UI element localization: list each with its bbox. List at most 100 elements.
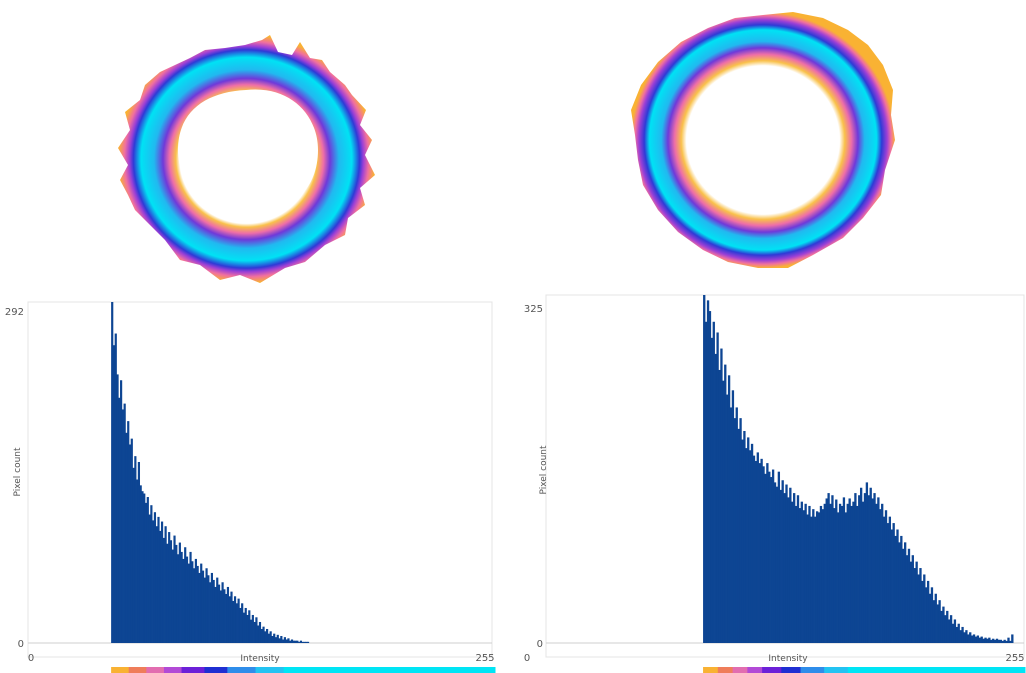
histogram-bar <box>205 568 208 643</box>
histogram-bar <box>159 530 162 643</box>
histogram-bar <box>949 615 953 643</box>
histogram-bar <box>233 596 237 643</box>
histogram-bar <box>904 542 907 643</box>
histogram-bar <box>995 638 999 643</box>
histogram-bar <box>266 628 269 643</box>
histogram-bar <box>264 631 267 643</box>
histogram-bar <box>185 556 189 643</box>
histogram-bar <box>267 633 270 643</box>
histogram-bar <box>731 390 735 643</box>
legend-color-swatch <box>181 667 205 673</box>
histogram-bar <box>909 561 913 643</box>
histogram-bar <box>225 593 228 643</box>
legend-color-swatch <box>163 667 183 673</box>
histogram-bar <box>823 503 826 643</box>
histogram-bar <box>919 568 922 643</box>
histogram-bar <box>735 407 738 643</box>
histogram-bar <box>978 637 981 643</box>
histogram-bar <box>940 610 943 643</box>
histogram-bar <box>771 469 775 643</box>
histogram-bar <box>892 523 895 643</box>
histogram-bar <box>298 641 301 643</box>
histogram-bar <box>248 610 251 643</box>
legend-color-swatch <box>800 667 825 673</box>
histogram-bar <box>712 321 715 643</box>
x-axis-label: Intensity <box>768 654 808 664</box>
histogram-bar <box>865 482 869 643</box>
histogram-bar <box>139 485 142 643</box>
histogram-bar <box>850 505 853 643</box>
histogram-bar <box>180 551 183 643</box>
histogram-bar <box>915 561 918 643</box>
legend-color-swatch <box>747 667 763 673</box>
histogram-bar <box>821 509 825 643</box>
histogram-bar <box>873 493 876 643</box>
histogram-bar <box>176 554 180 643</box>
histogram-bar <box>762 466 765 643</box>
histogram-bar <box>111 302 114 643</box>
histogram-bar <box>783 493 786 643</box>
histogram-bar <box>246 614 249 643</box>
histogram-bar <box>155 526 158 643</box>
histogram-bar <box>737 428 740 643</box>
histogram-bar <box>756 452 759 643</box>
histogram-bar <box>232 600 235 643</box>
histogram-bar <box>703 295 706 643</box>
histogram-bar <box>193 568 196 643</box>
histogram-bar <box>146 497 149 643</box>
histogram-bar <box>802 510 805 643</box>
x-tick-min: 0 <box>524 653 530 664</box>
histogram-bar <box>961 626 964 643</box>
histogram-bar <box>969 632 972 643</box>
histogram-bar <box>942 606 945 643</box>
histogram-bar <box>819 505 823 643</box>
histogram-bar <box>760 458 763 643</box>
y-axis-label: Pixel count <box>539 445 549 495</box>
histogram-bar <box>840 505 844 643</box>
histogram-bar <box>936 604 939 643</box>
histogram-bar <box>209 582 212 643</box>
histogram-bar <box>132 467 135 643</box>
histogram-bar <box>241 603 244 643</box>
histogram-bar <box>116 374 119 643</box>
y-tick-max: 292 <box>5 307 24 318</box>
histogram-bar <box>982 638 985 643</box>
histogram-bar <box>798 508 802 643</box>
histogram-bar <box>768 471 771 643</box>
legend-color-swatch <box>762 667 782 673</box>
right-histogram: 325 0 Pixel count 0 255 Intensity <box>524 294 1026 673</box>
histogram-bar <box>306 641 310 643</box>
histogram-bar <box>210 572 213 643</box>
plot-frame <box>27 301 493 658</box>
histogram-bar <box>278 638 281 643</box>
histogram-bar <box>287 638 290 643</box>
histogram-bar <box>189 551 192 643</box>
histogram-bar <box>997 639 1001 643</box>
histogram-bar <box>810 516 813 643</box>
histogram-bar <box>938 600 941 643</box>
histogram-bar <box>217 584 221 643</box>
histogram-bar <box>926 580 930 643</box>
histogram-bar <box>980 636 983 643</box>
histogram-bar <box>747 437 750 643</box>
histogram-bar <box>733 418 736 643</box>
histogram-bar <box>714 353 717 643</box>
histogram-bar <box>255 617 258 643</box>
histogram-bar <box>789 487 792 643</box>
histogram-bar <box>273 633 276 643</box>
histogram-bar <box>946 610 949 643</box>
histogram-bar <box>896 529 899 643</box>
histogram-bar <box>925 587 928 643</box>
histogram-bar <box>191 561 194 643</box>
histogram-bar <box>844 512 847 643</box>
histogram-bar <box>986 638 989 643</box>
histogram-bar <box>292 640 295 643</box>
histogram-bar <box>967 634 970 643</box>
histogram-bar <box>249 619 253 643</box>
histogram-bar <box>150 505 153 643</box>
histogram-bar <box>907 548 911 643</box>
histogram-bar <box>764 473 767 643</box>
histogram-bar <box>745 448 748 643</box>
histogram-bar <box>727 375 731 643</box>
histogram-bar <box>930 587 934 643</box>
